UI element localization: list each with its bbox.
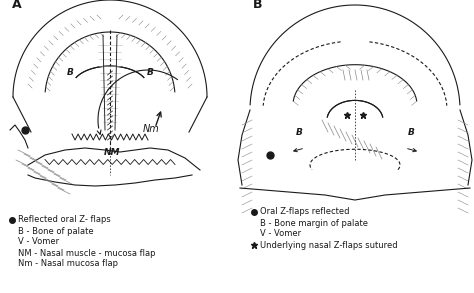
- Text: B - Bone of palate: B - Bone of palate: [18, 226, 94, 236]
- Text: B: B: [296, 128, 303, 137]
- Text: Underlying nasal Z-flaps sutured: Underlying nasal Z-flaps sutured: [260, 241, 398, 250]
- Text: Nm - Nasal mucosa flap: Nm - Nasal mucosa flap: [18, 260, 118, 268]
- Text: B - Bone margin of palate: B - Bone margin of palate: [260, 219, 368, 227]
- Text: Reflected oral Z- flaps: Reflected oral Z- flaps: [18, 215, 111, 224]
- Text: A: A: [12, 0, 22, 11]
- Text: Nm: Nm: [143, 124, 160, 134]
- Text: Oral Z-flaps reflected: Oral Z-flaps reflected: [260, 207, 349, 217]
- Text: B: B: [147, 68, 154, 77]
- Text: V - Vomer: V - Vomer: [260, 229, 301, 239]
- Text: NM: NM: [104, 148, 120, 157]
- Text: B: B: [253, 0, 263, 11]
- Text: B: B: [67, 68, 74, 77]
- Text: V - Vomer: V - Vomer: [18, 238, 59, 246]
- Text: B: B: [408, 128, 415, 137]
- Text: NM - Nasal muscle - mucosa flap: NM - Nasal muscle - mucosa flap: [18, 248, 155, 258]
